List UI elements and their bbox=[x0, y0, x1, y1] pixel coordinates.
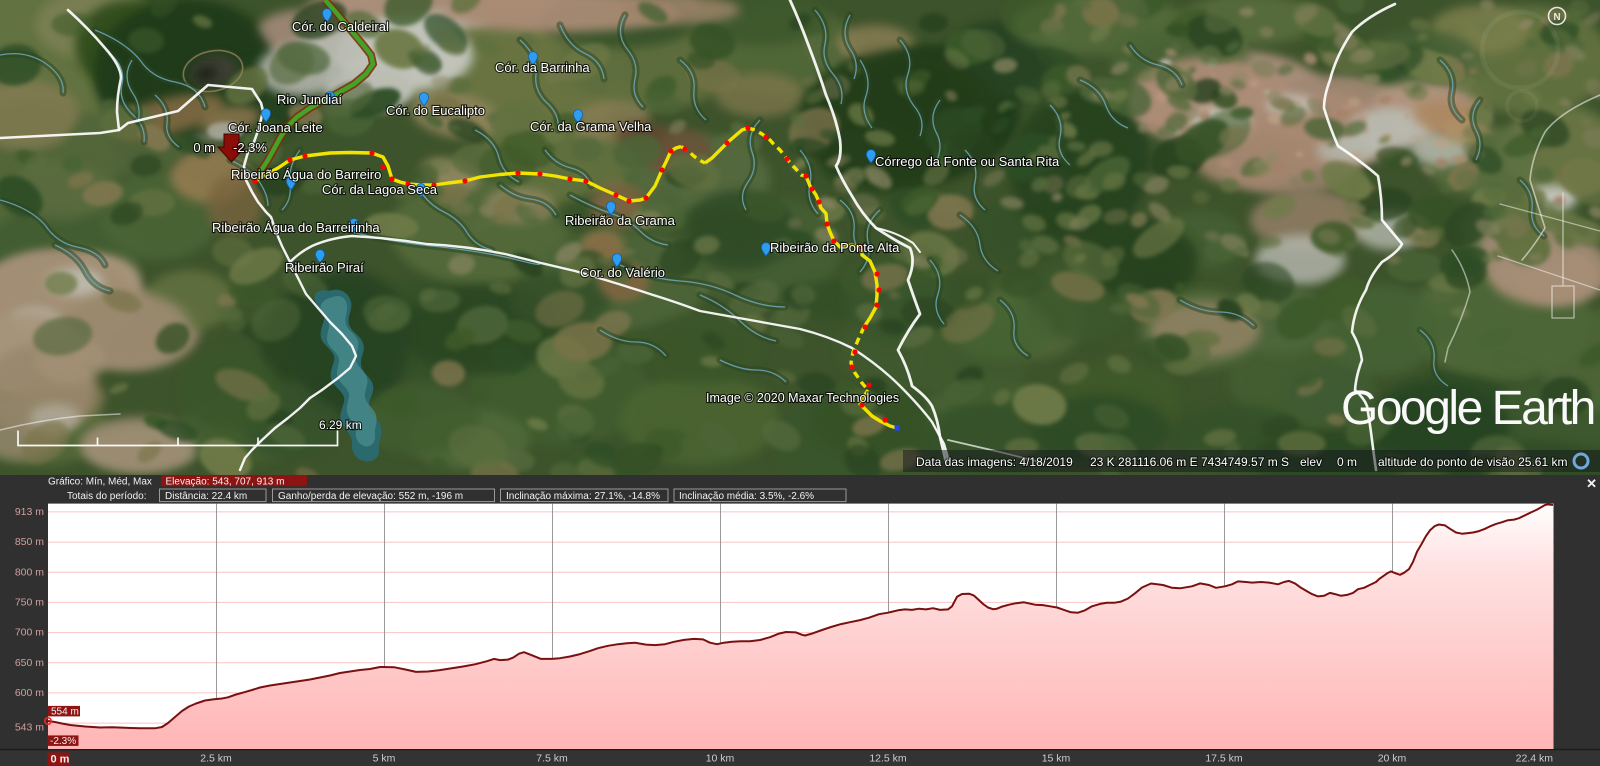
svg-text:altitude do ponto de visão 25: altitude do ponto de visão 25.61 km bbox=[1378, 455, 1567, 469]
svg-text:-2.3%: -2.3% bbox=[50, 736, 76, 747]
svg-text:Cór. da Lagoa Seca: Cór. da Lagoa Seca bbox=[322, 182, 438, 197]
svg-text:Cór. da Grama Velha: Cór. da Grama Velha bbox=[530, 119, 652, 134]
svg-text:650 m: 650 m bbox=[15, 657, 44, 669]
svg-text:Inclinação média: 3.5%, -2.6%: Inclinação média: 3.5%, -2.6% bbox=[679, 491, 814, 502]
svg-text:Ribeirão da Ponte Alta: Ribeirão da Ponte Alta bbox=[770, 240, 900, 255]
svg-text:6.29 km: 6.29 km bbox=[319, 418, 362, 432]
svg-text:2.5 km: 2.5 km bbox=[200, 753, 232, 765]
svg-text:543 m: 543 m bbox=[15, 721, 44, 733]
svg-text:Ribeirão da Grama: Ribeirão da Grama bbox=[565, 213, 676, 228]
svg-text:7.5 km: 7.5 km bbox=[536, 753, 568, 765]
svg-text:Elevação: 543, 707, 913 m: Elevação: 543, 707, 913 m bbox=[166, 477, 285, 488]
svg-text:23 K 281116.06 m E 7434749.57: 23 K 281116.06 m E 7434749.57 m S bbox=[1090, 455, 1289, 469]
svg-text:Image © 2020 Maxar Technologie: Image © 2020 Maxar Technologies bbox=[706, 391, 899, 405]
svg-text:10 km: 10 km bbox=[706, 753, 735, 765]
svg-text:750 m: 750 m bbox=[15, 597, 44, 609]
svg-text:700 m: 700 m bbox=[15, 627, 44, 639]
svg-text:22.4 km: 22.4 km bbox=[1516, 753, 1554, 765]
svg-text:Distância: 22.4 km: Distância: 22.4 km bbox=[165, 491, 247, 502]
svg-text:N: N bbox=[1553, 12, 1560, 23]
svg-text:Rio Jundiaí: Rio Jundiaí bbox=[277, 92, 342, 107]
svg-text:600 m: 600 m bbox=[15, 687, 44, 699]
svg-text:Ribeirão Água do Barreiro: Ribeirão Água do Barreiro bbox=[231, 167, 381, 182]
svg-text:15 km: 15 km bbox=[1042, 753, 1071, 765]
svg-text:20 km: 20 km bbox=[1378, 753, 1407, 765]
svg-text:Ribeirão Água do Barreirinha: Ribeirão Água do Barreirinha bbox=[212, 220, 380, 235]
svg-text:Cór. do Caldeiral: Cór. do Caldeiral bbox=[292, 19, 389, 34]
svg-text:Cor. do Valério: Cor. do Valério bbox=[580, 265, 665, 280]
svg-text:5 km: 5 km bbox=[373, 753, 396, 765]
svg-text:elev: elev bbox=[1300, 455, 1322, 469]
svg-text:913 m: 913 m bbox=[15, 506, 44, 518]
svg-text:Gráfico: Mín, Méd, Max: Gráfico: Mín, Méd, Max bbox=[48, 477, 152, 488]
svg-text:0 m: 0 m bbox=[193, 140, 215, 155]
svg-text:-2.3%: -2.3% bbox=[233, 140, 267, 155]
svg-text:17.5 km: 17.5 km bbox=[1205, 753, 1243, 765]
svg-text:Inclinação máxima: 27.1%, -14.: Inclinação máxima: 27.1%, -14.8% bbox=[506, 491, 660, 502]
svg-text:Ganho/perda de elevação: 552 m: Ganho/perda de elevação: 552 m, -196 m bbox=[278, 491, 463, 502]
svg-text:850 m: 850 m bbox=[15, 536, 44, 548]
svg-text:Google Earth: Google Earth bbox=[1341, 382, 1594, 435]
svg-text:Córrego da Fonte ou Santa Rita: Córrego da Fonte ou Santa Rita bbox=[875, 154, 1060, 169]
svg-text:Totais do período:: Totais do período: bbox=[67, 491, 147, 502]
svg-text:Data das imagens: 4/18/2019: Data das imagens: 4/18/2019 bbox=[916, 455, 1073, 469]
svg-text:Cór. da Barrinha: Cór. da Barrinha bbox=[495, 60, 590, 75]
svg-text:12.5 km: 12.5 km bbox=[869, 753, 907, 765]
svg-text:Cór. Joana Leite: Cór. Joana Leite bbox=[228, 120, 323, 135]
svg-text:0 m: 0 m bbox=[51, 754, 70, 766]
svg-text:Cór. do Eucalipto: Cór. do Eucalipto bbox=[386, 103, 485, 118]
svg-text:554 m: 554 m bbox=[51, 706, 79, 717]
svg-text:Ribeirão Piraí: Ribeirão Piraí bbox=[285, 260, 364, 275]
svg-text:800 m: 800 m bbox=[15, 567, 44, 579]
svg-text:0 m: 0 m bbox=[1337, 455, 1357, 469]
svg-text:✕: ✕ bbox=[1586, 476, 1597, 491]
